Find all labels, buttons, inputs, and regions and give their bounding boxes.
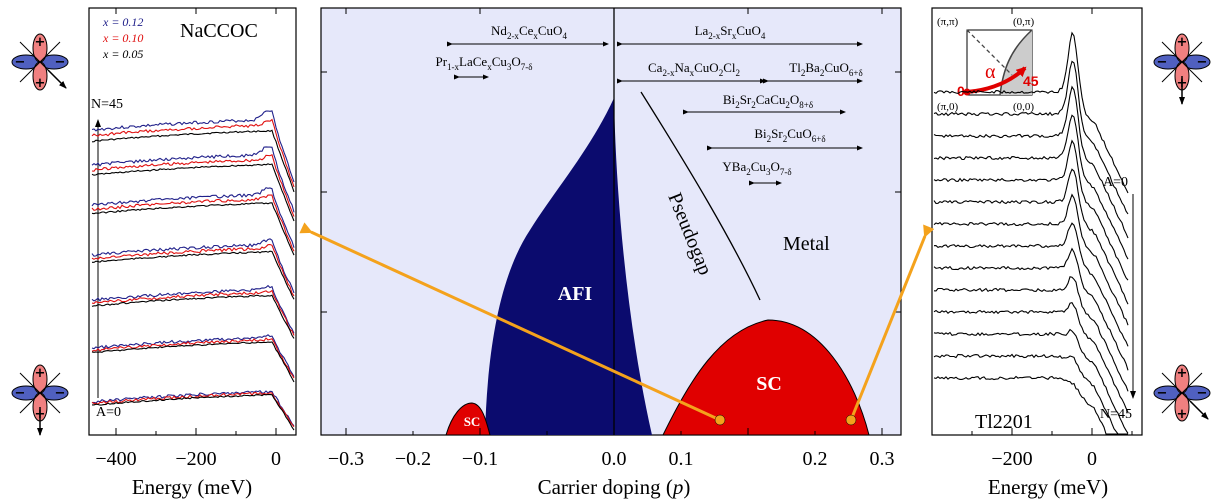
edc-curve: [91, 243, 295, 297]
arrow-to-naccoc: [299, 222, 721, 422]
right-xtick: 0: [1087, 448, 1097, 470]
edc-curve: [92, 250, 295, 300]
inset-angle0: 0: [957, 83, 965, 99]
edc-curve: [933, 247, 1129, 371]
marker-naccoc: [714, 414, 726, 426]
edc-curve: [933, 31, 1129, 194]
edc-curve: [91, 284, 295, 334]
left-xtick: −400: [95, 448, 136, 470]
phase-xtick: −0.1: [462, 448, 498, 470]
edc-curve: [91, 146, 295, 213]
phase-xtick: −0.2: [395, 448, 431, 470]
compound-tl: Tl2Ba2CuO6+δ: [789, 60, 862, 78]
edc-curve: [933, 60, 1129, 215]
orbital-icon: [11, 364, 69, 436]
compound-ybco: YBa2Cu3O7-δ: [722, 159, 791, 177]
edc-curve: [91, 337, 295, 379]
right-xlabel: Energy (meV): [988, 475, 1108, 499]
phase-xtick: −0.3: [328, 448, 364, 470]
phase-ticks: [321, 8, 901, 435]
edc-curve: [933, 168, 1129, 305]
inset-zeropi: (0,π): [1013, 16, 1034, 28]
sc-region: [662, 319, 870, 435]
edc-curve: [91, 294, 295, 339]
edc-curve: [91, 238, 295, 294]
edc-curve: [91, 110, 295, 183]
edc-curve: [92, 393, 295, 431]
edc-curve: [91, 334, 295, 377]
edc-curve: [933, 193, 1129, 326]
phase-xtick: 0.0: [602, 448, 627, 470]
edc-curve: [91, 118, 295, 188]
left-xtick: 0: [271, 448, 281, 470]
right-edc-curves: [933, 31, 1129, 435]
orbital-icon: [11, 33, 69, 92]
left-xtick: −200: [175, 448, 216, 470]
afi-label: AFI: [558, 283, 593, 305]
phase-xtick: 0.1: [669, 448, 694, 470]
inset-pipi: (π,π): [937, 16, 959, 28]
inset-angle45: 45: [1023, 73, 1039, 89]
legend-x012: x = 0.12: [102, 15, 143, 29]
right-n-label: N=45: [1100, 407, 1132, 422]
edc-curve: [91, 187, 295, 248]
right-panel-title: Tl2201: [975, 411, 1033, 433]
right-a-label: A=0: [1103, 175, 1128, 190]
phase-xtick: 0.2: [803, 448, 828, 470]
edc-curve: [933, 222, 1129, 347]
edc-curve: [933, 114, 1129, 260]
edc-curve: [91, 341, 295, 383]
edc-curve: [91, 202, 295, 256]
orbital-icon: [1153, 33, 1211, 105]
edc-curve: [91, 289, 295, 336]
metal-label: Metal: [783, 233, 830, 255]
pseudogap-line: [640, 91, 761, 301]
edc-curve: [91, 390, 295, 427]
right-edc-panel: (π,π) (0,π) (π,0) (0,0) α 0 45 A=0 N=45 …: [931, 7, 1143, 499]
edc-curve: [91, 163, 295, 222]
left-a-label: A=0: [96, 405, 121, 420]
left-panel-title: NaCCOC: [180, 20, 258, 42]
left-edc-panel: NaCCOC x = 0.12 x = 0.10 x = 0.05 N=45 A…: [88, 7, 297, 499]
inset-zerozero: (0,0): [1013, 101, 1034, 113]
phase-xtick: 0.3: [870, 448, 895, 470]
legend-x005: x = 0.05: [102, 47, 143, 61]
edc-curve: [933, 276, 1129, 392]
edc-curve: [933, 85, 1129, 239]
legend-x010: x = 0.10: [102, 31, 143, 45]
inset-pizero: (π,0): [937, 101, 958, 113]
edc-curve: [933, 353, 1128, 435]
edc-curve: [933, 139, 1129, 281]
edc-curve: [91, 129, 295, 193]
marker-tl2201: [845, 414, 857, 426]
inset-alpha: α: [985, 61, 996, 83]
link-arrows: [299, 222, 935, 426]
compound-nd: Nd2-xCexCuO4: [491, 23, 567, 41]
sc-small-region: [445, 402, 491, 435]
right-xtick: −200: [991, 448, 1032, 470]
sc-label: SC: [756, 373, 782, 395]
edc-curve: [933, 375, 1128, 435]
phase-diagram: −0.3 −0.2 −0.1 0.0 0.1 0.2 0.3 Carrier d…: [320, 7, 902, 499]
compound-bi2212: Bi2Sr2CaCu2O8+δ: [723, 92, 813, 110]
orbital-icon: [1153, 364, 1211, 423]
left-edc-curves: [91, 110, 295, 431]
edc-curve: [91, 154, 295, 217]
sc-small-label: SC: [464, 414, 481, 429]
phase-xlabel: Carrier doping (p): [538, 475, 691, 499]
left-xlabel: Energy (meV): [132, 475, 252, 499]
afi-region: [485, 98, 652, 435]
arrow-to-tl2201: [849, 224, 935, 421]
edc-curve: [91, 194, 295, 252]
left-n-label: N=45: [91, 97, 123, 112]
compound-bi2201: Bi2Sr2CuO6+δ: [754, 126, 825, 144]
edc-curve: [933, 301, 1129, 413]
edc-curve: [933, 328, 1129, 434]
